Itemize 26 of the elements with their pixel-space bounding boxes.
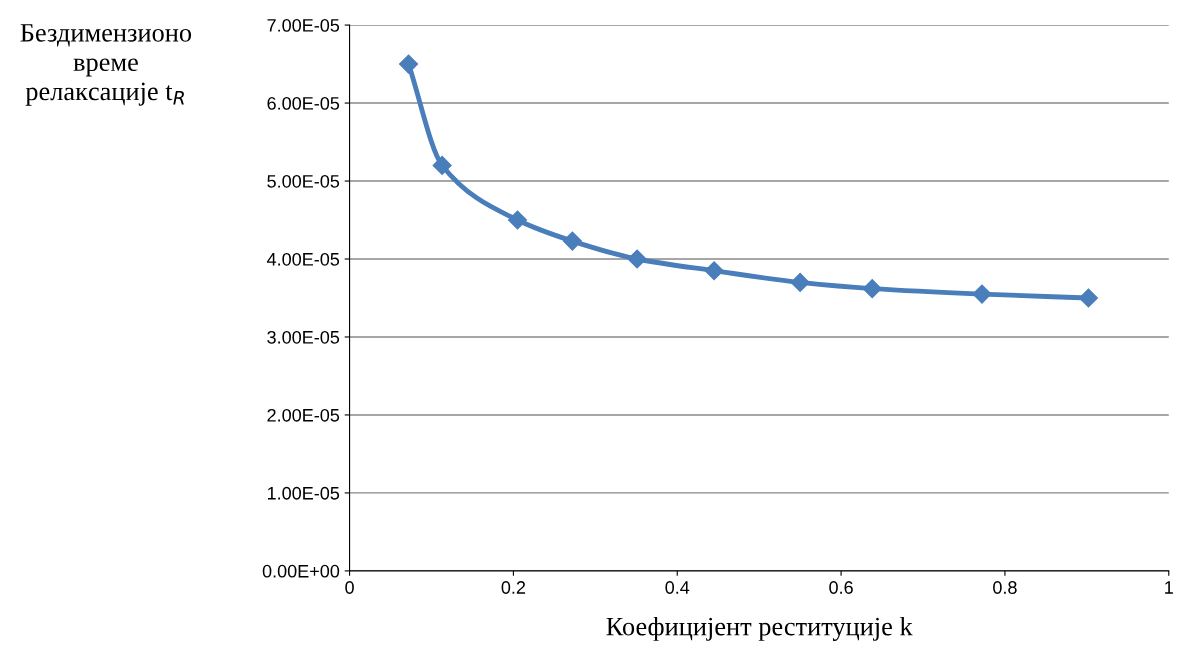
point: [507, 210, 528, 230]
point: [399, 54, 419, 74]
y-tick-label: 5.00E-05: [267, 174, 340, 188]
point: [862, 279, 882, 299]
x-tick-label: 1: [1165, 581, 1173, 594]
point: [627, 249, 647, 269]
y-tick-label: 0.00E+00: [262, 564, 340, 578]
x-tick-label: 0.2: [501, 581, 526, 594]
point: [432, 155, 452, 175]
y-tick-label: 2.00E-05: [267, 408, 340, 422]
y-tick-label: 6.00E-05: [267, 96, 340, 110]
y-tick-label: 1.00E-05: [267, 486, 340, 500]
y-axis-title: Бездимензионо време релаксације t$_{R}$: [20, 24, 192, 106]
x-axis-title: Коефицијент реституције k: [606, 616, 913, 641]
point: [704, 261, 724, 281]
point: [790, 272, 810, 292]
point: [562, 231, 582, 251]
y-tick-label: 3.00E-05: [267, 330, 340, 344]
y-tick-label: 4.00E-05: [266, 252, 340, 266]
x-tick-label: 0.4: [665, 581, 690, 594]
y-tick-label: 7.00E-05: [267, 19, 340, 32]
point: [972, 284, 992, 304]
x-tick-label: 0: [345, 581, 354, 594]
x-tick-label: 0.6: [829, 581, 853, 594]
point: [1078, 288, 1099, 308]
x-tick-label: 0.8: [993, 581, 1017, 594]
